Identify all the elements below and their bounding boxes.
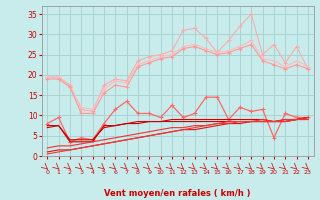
X-axis label: Vent moyen/en rafales ( km/h ): Vent moyen/en rafales ( km/h ) — [104, 189, 251, 198]
